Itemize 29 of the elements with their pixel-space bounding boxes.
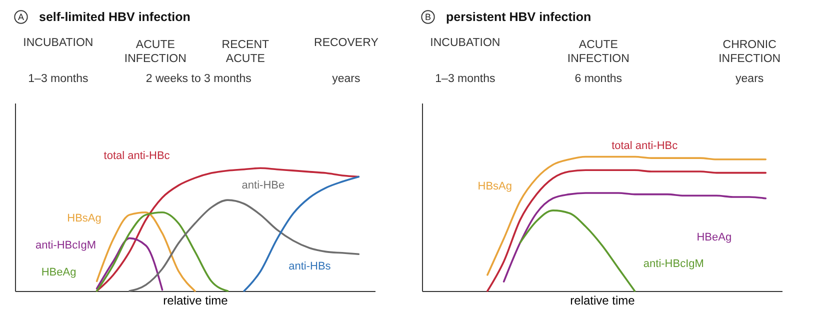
text: CHRONIC INFECTION [718,39,781,65]
series-label: anti-HBs [288,260,332,272]
text: RECENT ACUTE [222,39,270,65]
text: HBeAg [696,231,732,244]
series-label: anti-HBcIgM [643,258,704,270]
text: 1–3 months [435,73,496,85]
text: INCUBATION [430,37,500,49]
text: years [736,73,764,85]
series-label: anti-HBe [242,179,285,192]
text: 6 months [574,73,622,85]
text: ACUTE INFECTION [567,39,630,65]
text: ACUTE INFECTION [124,39,186,65]
text: INCUBATION [23,37,94,49]
text: years [332,73,361,85]
series-label: total anti-HBc [612,140,678,152]
text: RECOVERY [314,37,379,49]
x-axis-title: relative time [163,294,228,308]
text: 1–3 months [28,73,88,85]
chart-title: persistent HBV infection [446,10,592,24]
chart-title: self-limited HBV infection [39,10,190,24]
text: total anti-HBc [104,150,170,162]
series-label: HBsAg [67,212,102,225]
series-label: HBsAg [478,180,512,192]
text: 2 weeks to 3 months [146,73,252,85]
text: A [18,12,24,22]
text: B [424,12,432,22]
series-label: anti-HBcIgM [35,240,96,252]
x-axis-title: relative time [570,294,636,308]
text: HBeAg [41,266,76,279]
